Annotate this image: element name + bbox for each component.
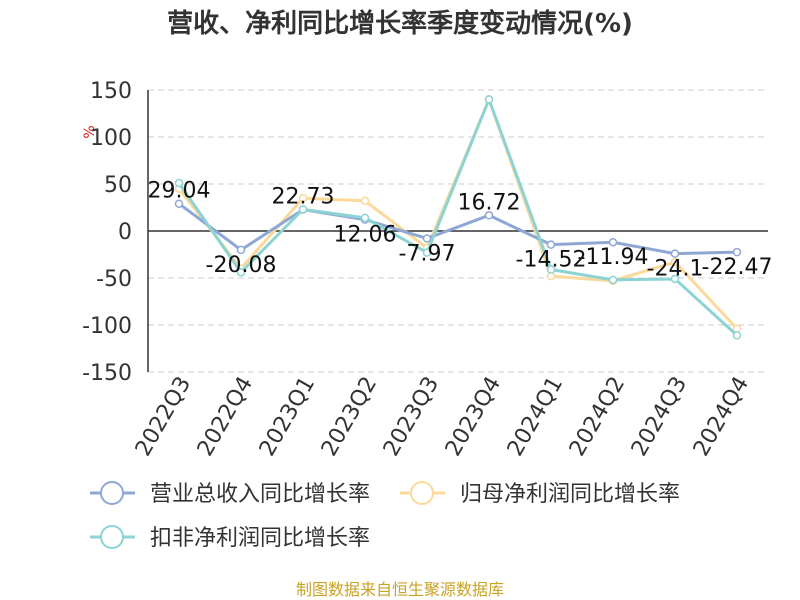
x-tick-label: 2022Q3 — [131, 373, 196, 461]
legend-item[interactable]: 营业总收入同比增长率 — [90, 481, 370, 507]
x-tick-label: 2024Q4 — [689, 373, 754, 461]
legend-item[interactable]: 扣非净利润同比增长率 — [90, 525, 370, 551]
chart-title: 营收、净利同比增长率季度变动情况(%) — [167, 8, 633, 39]
data-label: 16.72 — [458, 190, 521, 215]
x-tick-label: 2023Q3 — [379, 373, 444, 461]
data-point — [298, 193, 308, 203]
y-tick-label: 0 — [118, 220, 132, 245]
data-point — [422, 234, 432, 243]
data-label: -24.1 — [647, 257, 704, 282]
data-labels: 29.04 -20.08 22.73 12.06-7.97 16.72 -14.52-11… — [148, 179, 773, 282]
data-point — [422, 248, 432, 257]
x-tick-label: 2024Q1 — [503, 373, 568, 461]
legend-item[interactable]: 归母净利润同比增长率 — [400, 481, 680, 507]
data-point — [174, 178, 184, 188]
data-label: -14.52 — [516, 248, 587, 273]
series-line — [178, 202, 738, 256]
data-point — [236, 268, 246, 277]
legend-swatch-marker — [100, 525, 124, 549]
y-tick-label: 100 — [90, 126, 132, 151]
x-tick-label: 2023Q4 — [441, 373, 506, 461]
data-point — [236, 245, 246, 255]
series-layer — [174, 95, 742, 340]
y-axis-label: % — [82, 125, 98, 138]
data-label: 12.06 — [334, 223, 397, 248]
data-point — [670, 257, 680, 267]
y-tick-label: 150 — [90, 79, 132, 104]
x-tick-label: 2024Q2 — [565, 373, 630, 461]
grid — [148, 89, 768, 373]
x-tick-label: 2024Q3 — [627, 373, 692, 461]
x-tick-label: 2023Q1 — [255, 373, 320, 461]
series-line — [177, 97, 739, 337]
data-point — [546, 240, 556, 249]
data-label: 29.04 — [148, 179, 211, 204]
data-label: -20.08 — [206, 253, 277, 278]
data-point — [360, 196, 370, 206]
y-tick-label: -100 — [82, 314, 132, 339]
data-point — [484, 95, 494, 104]
data-label: -22.47 — [702, 255, 773, 280]
data-point — [484, 211, 494, 220]
data-point — [670, 249, 680, 258]
data-point — [298, 205, 308, 214]
data-label: -11.94 — [578, 245, 649, 270]
data-point — [360, 213, 370, 223]
legend-label: 归母净利润同比增长率 — [460, 482, 680, 507]
y-tick-label: -150 — [82, 361, 132, 386]
data-point — [174, 199, 184, 208]
data-point — [608, 237, 618, 247]
legend-swatch-marker — [410, 481, 434, 505]
data-point — [546, 265, 556, 274]
legend-swatch-marker — [100, 481, 124, 505]
data-point — [732, 331, 742, 340]
data-label: 22.73 — [272, 185, 335, 210]
y-tick-label: 50 — [104, 173, 132, 198]
data-label: -7.97 — [399, 241, 456, 266]
x-tick-label: 2022Q4 — [193, 373, 258, 461]
source-note: 制图数据来自恒生聚源数据库 — [296, 580, 504, 599]
data-point — [732, 247, 742, 257]
legend-label: 营业总收入同比增长率 — [150, 482, 370, 507]
data-point — [608, 275, 618, 285]
y-tick-label: -50 — [96, 267, 132, 292]
legend-label: 扣非净利润同比增长率 — [150, 526, 370, 551]
data-point — [670, 274, 680, 284]
x-tick-label: 2023Q2 — [317, 373, 382, 461]
